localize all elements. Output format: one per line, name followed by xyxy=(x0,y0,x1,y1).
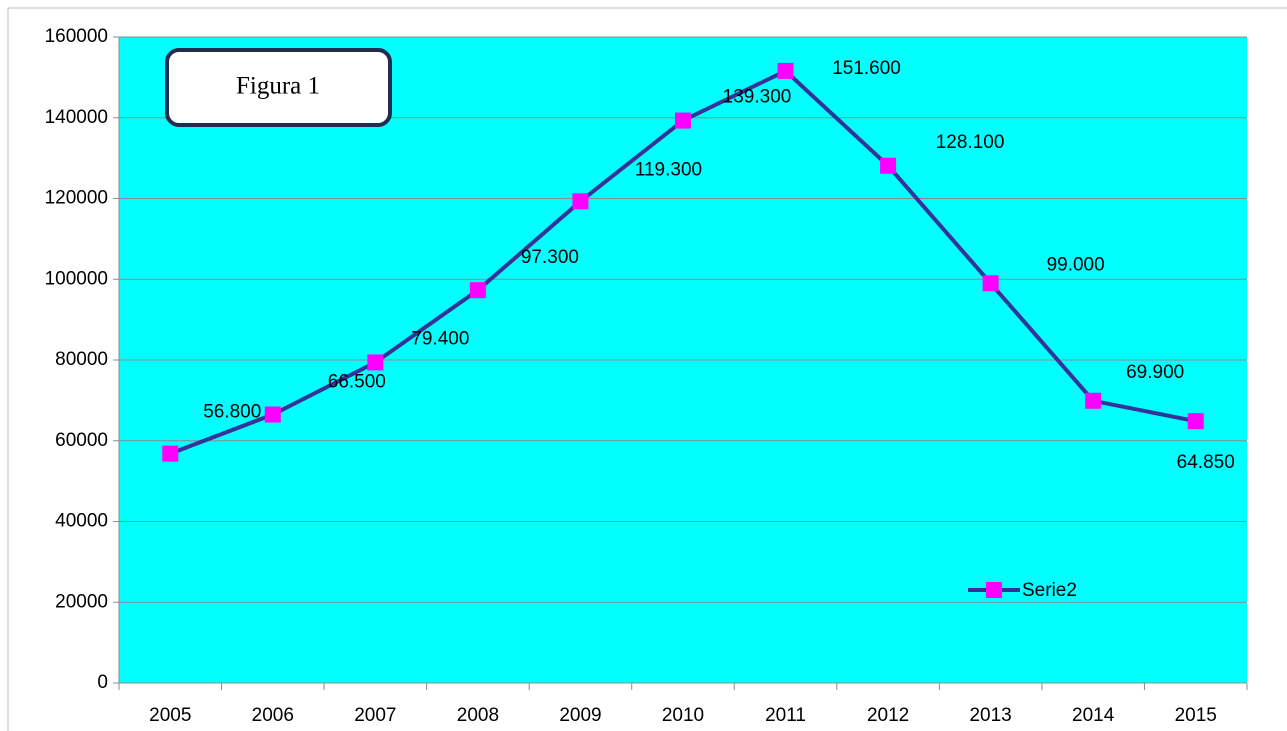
legend-marker xyxy=(986,582,1002,598)
data-label: 79.400 xyxy=(411,328,469,349)
y-tick-label: 140000 xyxy=(45,107,108,128)
data-label: 69.900 xyxy=(1126,362,1184,383)
x-tick-label: 2010 xyxy=(662,705,704,726)
y-tick-label: 160000 xyxy=(45,26,108,47)
marker xyxy=(367,354,384,371)
data-label: 139.300 xyxy=(723,87,792,108)
y-tick-label: 60000 xyxy=(55,430,108,451)
y-tick-label: 100000 xyxy=(45,268,108,289)
x-tick-label: 2009 xyxy=(559,705,601,726)
x-tick-label: 2008 xyxy=(457,705,499,726)
x-tick-label: 2012 xyxy=(867,705,909,726)
marker xyxy=(162,445,179,462)
marker xyxy=(469,282,486,299)
marker xyxy=(880,157,897,174)
marker xyxy=(1187,413,1204,430)
x-tick-label: 2011 xyxy=(765,705,806,726)
marker xyxy=(264,406,281,423)
y-tick-label: 120000 xyxy=(45,188,108,209)
x-tick-label: 2005 xyxy=(149,705,191,726)
data-label: 119.300 xyxy=(635,159,702,180)
x-tick-label: 2007 xyxy=(354,705,396,726)
annotation-box xyxy=(165,48,392,127)
y-tick-label: 40000 xyxy=(55,511,108,532)
x-tick-label: 2014 xyxy=(1072,705,1115,726)
legend-label: Serie2 xyxy=(1022,580,1077,601)
x-tick-label: 2013 xyxy=(969,705,1011,726)
y-tick-label: 80000 xyxy=(55,349,108,370)
y-tick-label: 20000 xyxy=(55,591,108,612)
data-label: 64.850 xyxy=(1177,452,1235,473)
x-tick-label: 2015 xyxy=(1175,705,1217,726)
marker xyxy=(1085,392,1102,409)
marker xyxy=(982,275,999,292)
data-label: 97.300 xyxy=(521,247,579,268)
annotation: Figura 1 xyxy=(236,73,320,100)
data-label: 66.500 xyxy=(328,372,386,393)
data-label: 56.800 xyxy=(203,402,261,423)
data-label: 128.100 xyxy=(936,132,1005,153)
y-tick-label: 0 xyxy=(97,672,108,693)
marker xyxy=(572,193,589,210)
x-tick-label: 2006 xyxy=(252,705,294,726)
data-label: 151.600 xyxy=(832,58,901,79)
marker xyxy=(675,112,691,129)
data-label: 99.000 xyxy=(1047,254,1105,275)
marker xyxy=(777,62,794,79)
